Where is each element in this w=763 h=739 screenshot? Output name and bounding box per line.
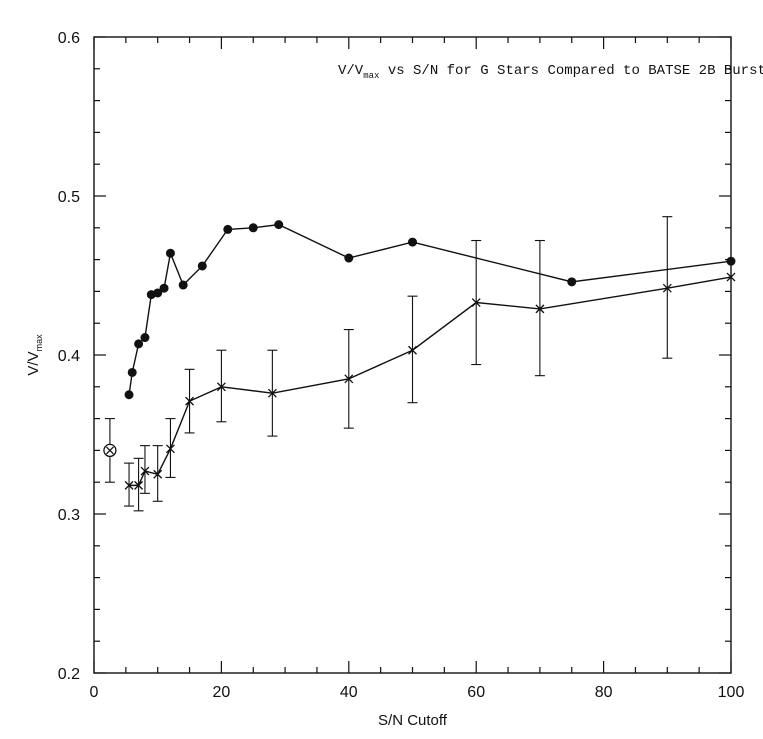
g-star-point (344, 253, 354, 263)
batse-burst-point (344, 374, 354, 384)
y-axis-label-main: V/V (25, 351, 42, 375)
x-marker-stroke (140, 466, 150, 476)
chart-title: V/Vmax vs S/N for G Stars Compared to BA… (338, 63, 763, 81)
x-tick-label: 40 (340, 684, 358, 701)
x-tick-label: 20 (213, 684, 231, 701)
batse-burst-point (134, 480, 144, 490)
circled-x-cross (105, 446, 114, 455)
x-tick-label: 100 (718, 684, 745, 701)
x-tick-label: 60 (467, 684, 485, 701)
batse-burst-point (535, 304, 545, 314)
x-marker-stroke (471, 298, 481, 307)
g-star-point (178, 280, 188, 290)
y-axis-label-subscript: max (34, 334, 44, 352)
x-marker-stroke (165, 444, 175, 454)
g-star-point (197, 261, 207, 271)
g-star-point (248, 223, 258, 233)
x-marker-stroke (344, 374, 354, 384)
batse-burst-point (408, 345, 417, 355)
batse-burst-point (662, 283, 672, 293)
batse-burst-point (140, 466, 150, 476)
y-tick-labels: 0.2 0.3 0.4 0.5 0.6 (58, 30, 80, 683)
g-star-point (127, 367, 137, 377)
g-star-point (567, 277, 577, 287)
batse-burst-point (471, 298, 481, 307)
x-marker-stroke (408, 345, 417, 355)
batse-burst-point (726, 272, 736, 282)
g-star-point (153, 288, 163, 298)
y-tick-label: 0.3 (58, 507, 80, 524)
error-bar (139, 445, 150, 494)
x-marker-stroke (216, 382, 226, 392)
y-axis-label: V/Vmax (25, 334, 44, 376)
g-star-point (223, 224, 233, 234)
batse-burst-point (267, 388, 277, 398)
y-tick-label: 0.5 (58, 189, 80, 206)
x-tick-label: 80 (595, 684, 613, 701)
y-tick-label: 0.4 (58, 348, 80, 365)
x-marker-stroke (124, 480, 134, 490)
x-tick-label: 0 (90, 684, 99, 701)
g-star-point (159, 283, 169, 293)
g-star-point (408, 237, 417, 247)
x-axis-label: S/N Cutoff (378, 712, 448, 729)
g-star-point (274, 220, 284, 230)
g-star-point (165, 248, 175, 258)
series-layer (103, 216, 736, 512)
x-marker-stroke (153, 469, 163, 479)
x-marker-stroke (726, 272, 736, 282)
g-star-point (134, 339, 144, 349)
batse-burst-point (216, 382, 226, 392)
g-star-point (124, 390, 134, 400)
x-marker-stroke (267, 388, 277, 398)
x-tick-labels: 0 20 40 60 80 100 (90, 684, 745, 701)
batse-burst-point (185, 396, 195, 406)
g-star-point (140, 333, 150, 343)
x-marker-stroke (662, 283, 672, 293)
series-line-2 (129, 276, 732, 487)
series-line-1 (128, 223, 732, 395)
batse-burst-point (124, 480, 134, 490)
chart-title-part2: vs S/N for G Stars Compared to BATSE 2B … (379, 63, 763, 79)
y-tick-label: 0.2 (58, 666, 80, 683)
x-marker-stroke (105, 446, 114, 455)
x-marker-stroke (134, 480, 144, 490)
batse-burst-point (153, 469, 163, 479)
y-tick-label: 0.6 (58, 30, 80, 47)
chart-title-subscript: max (363, 71, 379, 81)
chart-title-part1: V/V (338, 63, 364, 79)
batse-burst-point (165, 444, 175, 454)
x-marker-stroke (535, 304, 545, 314)
x-marker-stroke (185, 396, 195, 406)
g-star-point (726, 256, 736, 266)
